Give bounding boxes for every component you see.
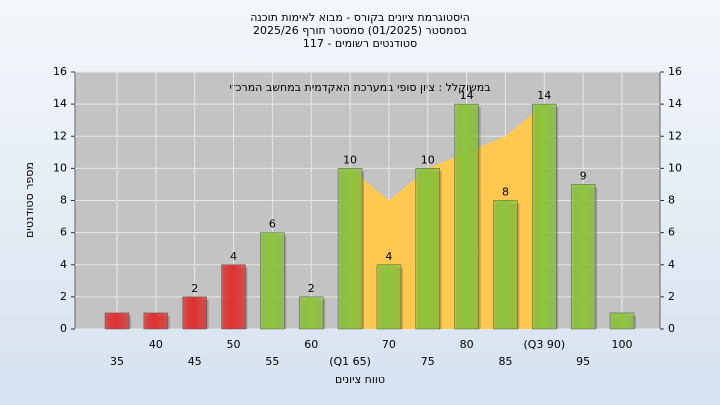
data-label: 2: [191, 282, 198, 295]
bar: [454, 103, 479, 330]
x-tick-label: 70: [382, 338, 396, 351]
bar: [337, 168, 363, 330]
bar: [221, 264, 246, 330]
x-tick-label: (Q1 65): [329, 355, 371, 368]
bar: [415, 168, 441, 330]
x-tick-label: 40: [149, 338, 163, 351]
y2-tick-label: 8: [668, 194, 675, 207]
y-axis-label: מספר סטודנטים: [23, 162, 36, 238]
y-tick-label: 6: [60, 226, 67, 239]
data-label: 10: [343, 153, 357, 166]
bar: [104, 312, 130, 330]
annotation: במשוקלל : ציון סופי במערכת האקדמית במחשב…: [229, 81, 490, 94]
y2-tick-label: 4: [668, 258, 675, 271]
x-tick-label: 60: [304, 338, 318, 351]
y-tick-label: 14: [53, 97, 67, 110]
bar: [532, 103, 557, 330]
x-tick-label: 100: [612, 338, 633, 351]
x-axis-label: טווח ציונים: [335, 373, 385, 386]
data-label: 14: [537, 89, 551, 102]
y-tick-label: 0: [60, 322, 67, 335]
bar: [609, 312, 635, 330]
bar: [143, 312, 169, 330]
x-tick-label: 95: [576, 355, 590, 368]
x-tick-label: 75: [421, 355, 435, 368]
y-tick-label: 4: [60, 258, 67, 271]
y2-tick-label: 14: [668, 97, 682, 110]
y-tick-label: 16: [53, 65, 67, 78]
x-tick-label: 80: [460, 338, 474, 351]
y-tick-label: 10: [53, 161, 67, 174]
data-label: 10: [421, 153, 435, 166]
bar: [570, 184, 596, 330]
data-label: 14: [460, 89, 474, 102]
x-tick-label: 55: [265, 355, 279, 368]
y2-tick-label: 2: [668, 290, 675, 303]
data-label: 9: [580, 169, 587, 182]
y2-tick-label: 0: [668, 322, 675, 335]
data-label: 2: [308, 282, 315, 295]
y-tick-label: 2: [60, 290, 67, 303]
y2-tick-label: 10: [668, 161, 682, 174]
bar: [376, 264, 402, 330]
bar: [493, 200, 518, 330]
y-tick-label: 8: [60, 194, 67, 207]
y2-tick-label: 6: [668, 226, 675, 239]
data-label: 6: [269, 218, 276, 231]
data-label: 8: [502, 186, 509, 199]
x-tick-label: 50: [227, 338, 241, 351]
x-tick-label: 45: [188, 355, 202, 368]
data-label: 4: [230, 250, 237, 263]
chart-title: סטודנטים רשומים - 117: [303, 37, 417, 50]
y2-tick-label: 12: [668, 129, 682, 142]
y-tick-label: 12: [53, 129, 67, 142]
y2-tick-label: 16: [668, 65, 682, 78]
chart-title: בסמסטר (01/2025) סמסטר חורף 2025/26: [253, 24, 467, 37]
bar: [298, 296, 324, 330]
x-tick-label: 85: [498, 355, 512, 368]
bar: [182, 296, 207, 330]
bar: [260, 232, 285, 330]
x-tick-label: 35: [110, 355, 124, 368]
chart-title: היסטוגרמת ציונים בקורס - מבוא לאימות תוכ…: [250, 11, 470, 24]
x-tick-label: (Q3 90): [523, 338, 565, 351]
data-label: 4: [385, 250, 392, 263]
